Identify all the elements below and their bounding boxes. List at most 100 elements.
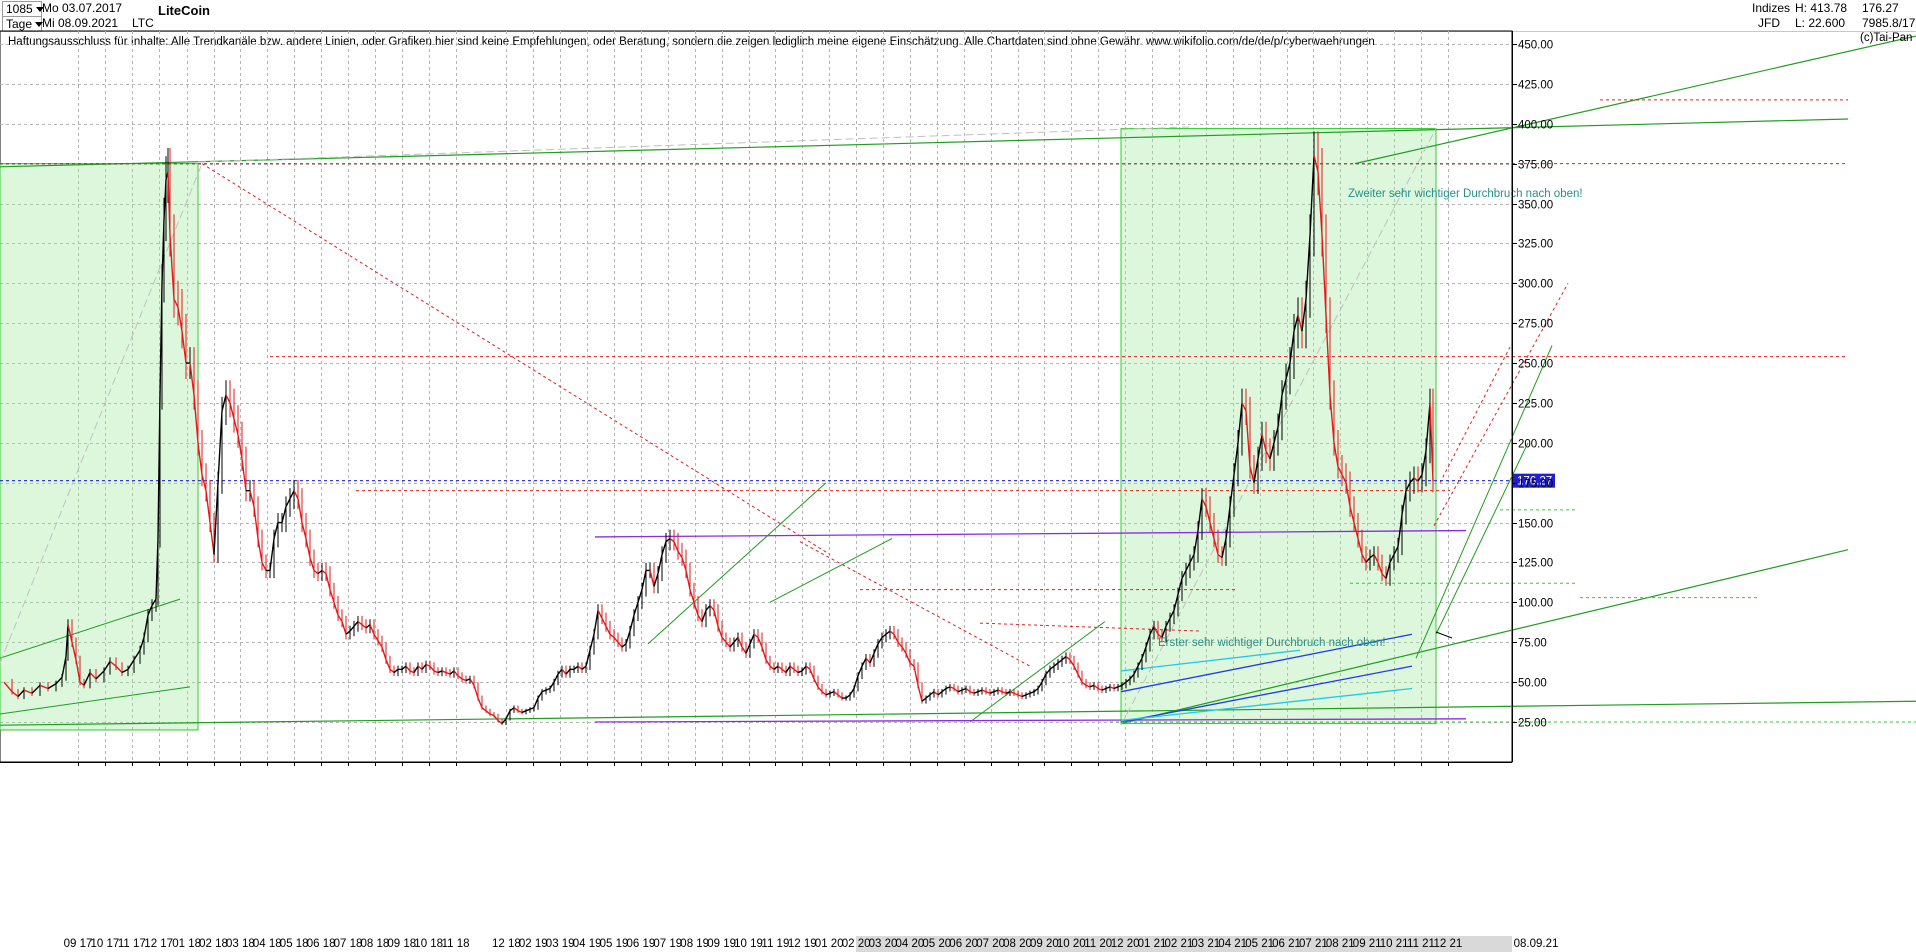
price-segment: [949, 686, 955, 690]
price-segment: [1177, 578, 1183, 595]
price-segment: [557, 668, 563, 675]
price-segment: [23, 689, 33, 694]
price-segment: [1169, 610, 1175, 619]
price-segment: [981, 689, 987, 693]
price-segment: [545, 687, 551, 691]
price-segment: [1121, 681, 1127, 686]
price-segment: [1129, 673, 1135, 680]
price-segment: [39, 684, 49, 690]
x-tick-label: 03 21: [1191, 938, 1220, 950]
price-segment: [121, 668, 129, 674]
price-segment: [957, 689, 963, 693]
price-segment: [649, 570, 655, 587]
price-segment: [805, 665, 811, 670]
blue-channel: [1120, 633, 1413, 693]
price-segment: [577, 665, 583, 670]
x-tick-label: 09 18: [387, 938, 416, 950]
price-segment: [477, 697, 483, 708]
price-segment: [115, 665, 123, 674]
price-segment: [79, 681, 85, 686]
price-segment: [1065, 656, 1071, 661]
price-segment: [241, 458, 247, 491]
price-segment: [1149, 625, 1155, 635]
resistance-87: [979, 622, 1201, 632]
price-segment: [1153, 625, 1159, 635]
price-segment: [849, 688, 855, 696]
price-segment: [529, 706, 535, 710]
price-segment: [1073, 665, 1079, 675]
price-segment: [333, 602, 339, 616]
x-tick-label: 02 19: [519, 938, 548, 950]
price-segment: [305, 538, 311, 558]
price-segment: [1093, 684, 1099, 690]
bar-count-value: 1085: [6, 2, 33, 16]
price-segment: [181, 331, 187, 364]
annotation-arrow: [1435, 631, 1453, 639]
price-segment: [601, 617, 607, 627]
price-segment: [1425, 402, 1431, 451]
y-tick-label: 25.00: [1518, 718, 1547, 730]
price-segment: [585, 650, 591, 667]
price-segment: [1241, 402, 1247, 412]
last-price-badge: [1513, 473, 1555, 488]
price-segment: [1013, 692, 1019, 696]
price-segment: [681, 557, 687, 571]
price-segment: [821, 691, 827, 696]
y-tick-label: 150.00: [1518, 519, 1553, 531]
price-segment: [269, 538, 275, 571]
price-segment: [561, 668, 567, 675]
price-segment: [1365, 557, 1371, 563]
price-segment: [1105, 686, 1111, 690]
x-tick-label: 09 17: [64, 938, 93, 950]
x-tick-label: 12 18: [492, 938, 521, 950]
price-segment: [237, 434, 243, 459]
price-segment: [1197, 498, 1203, 531]
channel-2021: [1435, 442, 1529, 635]
price-segment: [1141, 646, 1147, 659]
price-segment: [889, 630, 895, 635]
price-segment: [881, 633, 887, 638]
price-segment: [793, 668, 799, 674]
price-segment: [537, 691, 543, 699]
price-segment: [621, 643, 627, 648]
price-segment: [1097, 687, 1103, 691]
price-segment: [401, 665, 407, 670]
x-tick-label: 06 21: [1272, 938, 1301, 950]
y-tick-label: 425.00: [1518, 80, 1553, 92]
price-segment: [361, 624, 367, 629]
price-segment: [1117, 684, 1123, 688]
price-segment: [553, 673, 559, 683]
x-tick-label: 12 21: [1434, 938, 1463, 950]
price-series: [3, 131, 1434, 726]
price-segment: [997, 689, 1003, 693]
y-tick-label: 275.00: [1518, 319, 1553, 331]
price-segment: [485, 710, 491, 715]
price-segment: [1333, 442, 1339, 467]
price-segment: [1205, 506, 1211, 523]
x-tick-label: 11 21: [1407, 938, 1435, 950]
annotation-first-breakout: Erster sehr wichtiger Durchbruch nach ob…: [1158, 637, 1386, 649]
price-segment: [717, 626, 723, 638]
price-segment: [193, 394, 199, 443]
price-segment: [1405, 482, 1411, 491]
price-segment: [1257, 434, 1263, 459]
price-segment: [449, 670, 455, 675]
price-segment: [513, 707, 519, 712]
price-segment: [425, 663, 431, 667]
price-segment: [1309, 155, 1315, 236]
price-segment: [1385, 562, 1391, 579]
price-segment: [1381, 573, 1387, 579]
price-segment: [67, 624, 73, 643]
price-segment: [133, 649, 141, 661]
price-segment: [1377, 562, 1383, 574]
x-tick-label: 01 20: [815, 938, 844, 950]
price-segment: [1041, 673, 1047, 683]
price-segment: [453, 670, 459, 677]
price-segment: [17, 689, 25, 697]
price-segment: [521, 710, 527, 714]
x-tick-label: 07 20: [976, 938, 1005, 950]
bar-count-select[interactable]: 1085: [2, 1, 44, 17]
price-segment: [905, 653, 911, 664]
